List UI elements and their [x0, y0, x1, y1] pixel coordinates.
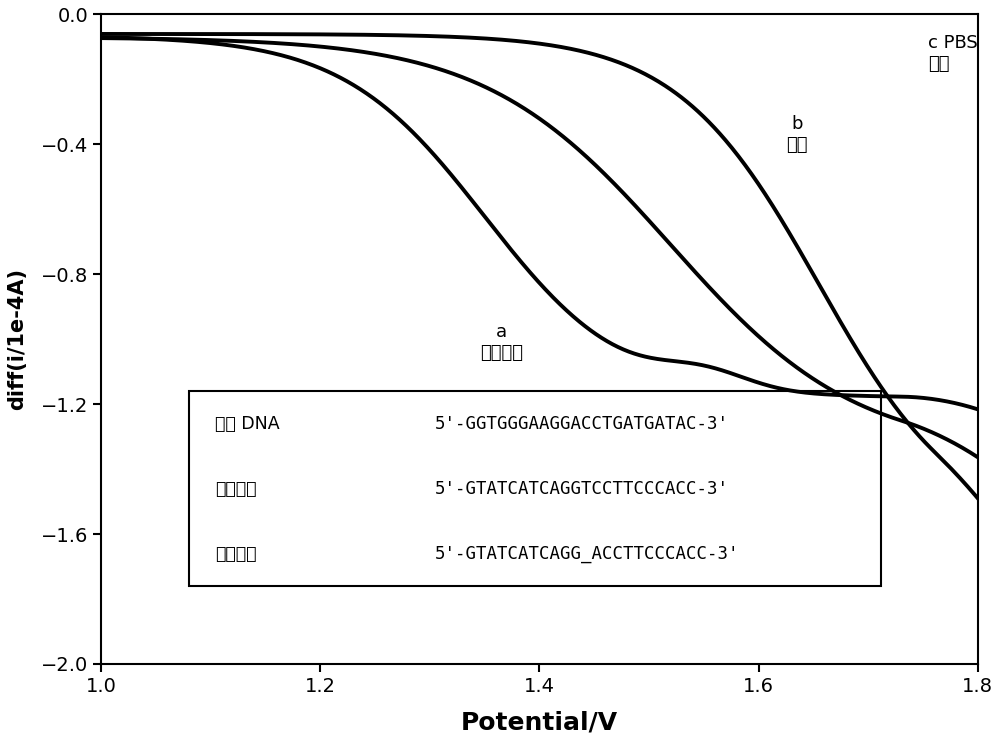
- Text: c PBS
空白: c PBS 空白: [928, 34, 978, 73]
- Y-axis label: diff(i/1e-4A): diff(i/1e-4A): [7, 268, 27, 411]
- Bar: [189, 391, 881, 586]
- Text: 错配探针: 错配探针: [215, 545, 257, 562]
- Text: b
错配: b 错配: [786, 115, 808, 154]
- X-axis label: Potential/V: Potential/V: [461, 710, 618, 734]
- Text: 正配探针: 正配探针: [215, 479, 257, 498]
- Text: 5'-GTATCATCAGGTCCTTCCCACC-3': 5'-GTATCATCAGGTCCTTCCCACC-3': [434, 479, 728, 498]
- Text: a
完美配对: a 完美配对: [480, 323, 523, 362]
- Text: 5'-GTATCATCAGG̲ACCTTCCCACC-3': 5'-GTATCATCAGG̲ACCTTCCCACC-3': [434, 545, 739, 562]
- Text: 目标 DNA: 目标 DNA: [215, 415, 280, 433]
- Text: 5'-GGTGGGAAGGACCTGATGATAC-3': 5'-GGTGGGAAGGACCTGATGATAC-3': [434, 415, 728, 433]
